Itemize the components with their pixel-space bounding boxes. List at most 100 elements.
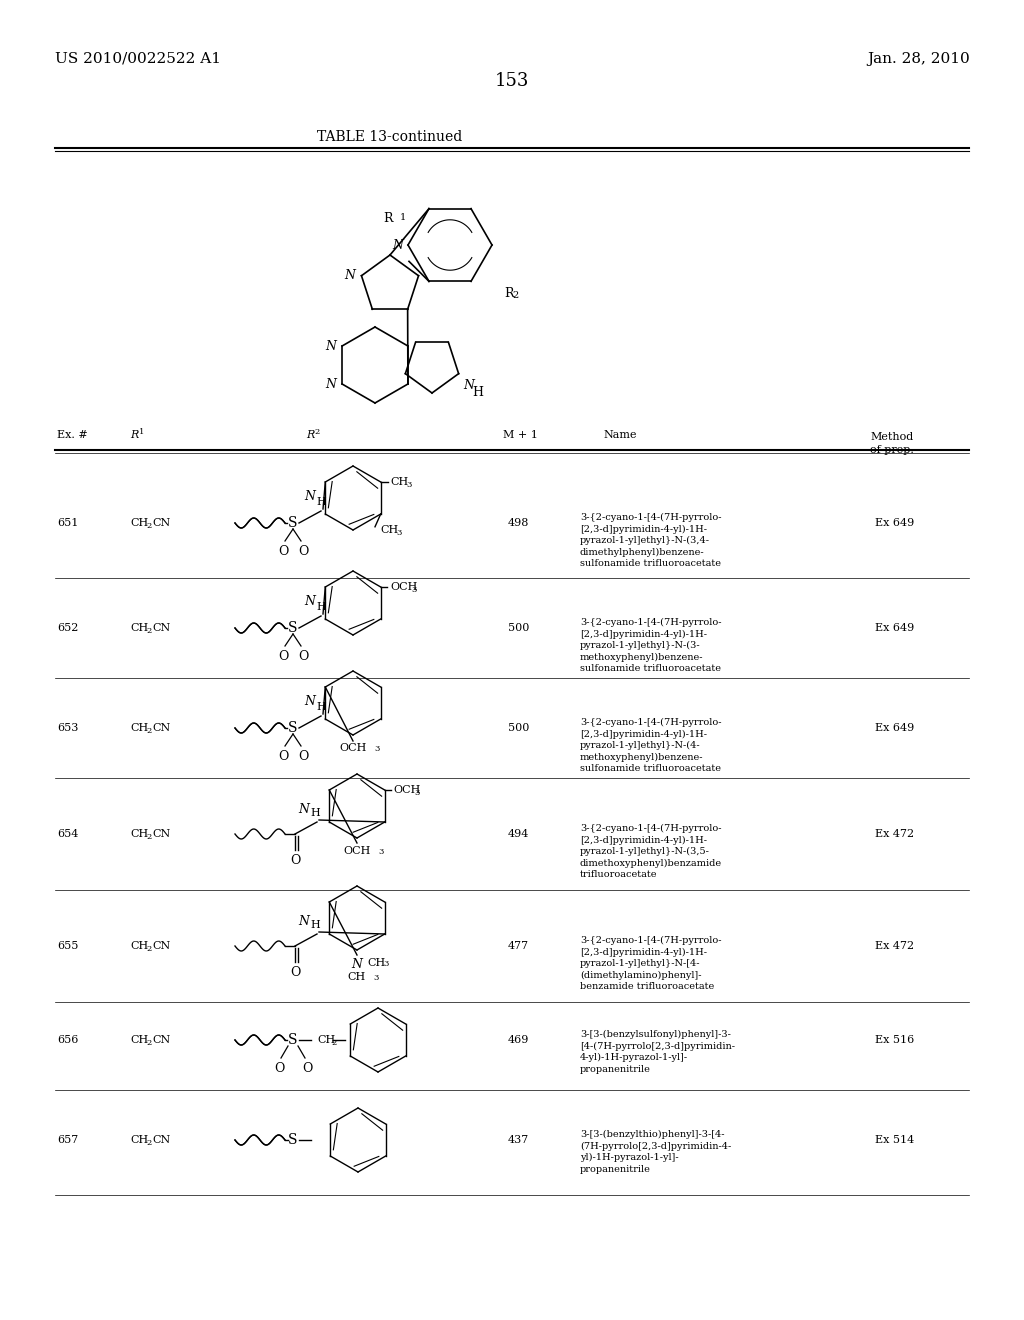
Text: 3-{2-cyano-1-[4-(7H-pyrrolo-
[2,3-d]pyrimidin-4-yl)-1H-
pyrazol-1-yl]ethyl}-N-(3: 3-{2-cyano-1-[4-(7H-pyrrolo- [2,3-d]pyri… — [580, 618, 722, 673]
Text: 153: 153 — [495, 73, 529, 90]
Text: R: R — [306, 430, 314, 440]
Text: 1: 1 — [400, 213, 407, 222]
Text: H: H — [316, 602, 326, 612]
Text: CH: CH — [130, 723, 148, 733]
Text: CH: CH — [130, 829, 148, 840]
Text: CH: CH — [390, 477, 409, 487]
Text: 494: 494 — [508, 829, 529, 840]
Text: 2: 2 — [146, 945, 152, 953]
Text: 477: 477 — [508, 941, 529, 950]
Text: 3: 3 — [411, 586, 417, 594]
Text: O: O — [290, 966, 300, 979]
Text: OCH: OCH — [393, 785, 421, 795]
Text: S: S — [288, 1034, 298, 1047]
Text: N: N — [392, 239, 403, 252]
Text: CN: CN — [152, 1135, 170, 1144]
Text: 2: 2 — [146, 833, 152, 841]
Text: N: N — [325, 378, 336, 391]
Text: N: N — [464, 379, 475, 392]
Text: O: O — [278, 545, 288, 558]
Text: S: S — [288, 620, 298, 635]
Text: 500: 500 — [508, 723, 529, 733]
Text: 3: 3 — [396, 529, 401, 537]
Text: CH: CH — [130, 1135, 148, 1144]
Text: R: R — [504, 286, 514, 300]
Text: 3: 3 — [374, 744, 379, 752]
Text: O: O — [298, 649, 308, 663]
Text: 2: 2 — [146, 727, 152, 735]
Text: 3: 3 — [414, 789, 420, 797]
Text: Name: Name — [603, 430, 637, 440]
Text: 2: 2 — [314, 428, 319, 436]
Text: CN: CN — [152, 517, 170, 528]
Text: CN: CN — [152, 723, 170, 733]
Text: 3-[3-(benzylthio)phenyl]-3-[4-
(7H-pyrrolo[2,3-d]pyrimidin-4-
yl)-1H-pyrazol-1-y: 3-[3-(benzylthio)phenyl]-3-[4- (7H-pyrro… — [580, 1130, 731, 1173]
Text: O: O — [302, 1063, 312, 1074]
Text: 655: 655 — [57, 941, 79, 950]
Text: N: N — [304, 696, 315, 708]
Text: N: N — [298, 915, 309, 928]
Text: CH: CH — [130, 941, 148, 950]
Text: 500: 500 — [508, 623, 529, 634]
Text: 3: 3 — [383, 960, 388, 968]
Text: 469: 469 — [508, 1035, 529, 1045]
Text: CH: CH — [130, 1035, 148, 1045]
Text: CN: CN — [152, 623, 170, 634]
Text: TABLE 13-continued: TABLE 13-continued — [317, 129, 463, 144]
Text: H: H — [310, 808, 319, 818]
Text: 657: 657 — [57, 1135, 78, 1144]
Text: O: O — [278, 750, 288, 763]
Text: Ex 649: Ex 649 — [874, 517, 914, 528]
Text: Ex 649: Ex 649 — [874, 623, 914, 634]
Text: CH: CH — [130, 517, 148, 528]
Text: O: O — [298, 750, 308, 763]
Text: Ex 472: Ex 472 — [874, 941, 914, 950]
Text: US 2010/0022522 A1: US 2010/0022522 A1 — [55, 51, 221, 66]
Text: 3-[3-(benzylsulfonyl)phenyl]-3-
[4-(7H-pyrrolo[2,3-d]pyrimidin-
4-yl)-1H-pyrazol: 3-[3-(benzylsulfonyl)phenyl]-3- [4-(7H-p… — [580, 1030, 735, 1073]
Text: 3: 3 — [378, 847, 383, 855]
Text: 653: 653 — [57, 723, 79, 733]
Text: OCH: OCH — [339, 743, 367, 752]
Text: 3-{2-cyano-1-[4-(7H-pyrrolo-
[2,3-d]pyrimidin-4-yl)-1H-
pyrazol-1-yl]ethyl}-N-[4: 3-{2-cyano-1-[4-(7H-pyrrolo- [2,3-d]pyri… — [580, 936, 722, 991]
Text: 652: 652 — [57, 623, 79, 634]
Text: 3-{2-cyano-1-[4-(7H-pyrrolo-
[2,3-d]pyrimidin-4-yl)-1H-
pyrazol-1-yl]ethyl}-N-(3: 3-{2-cyano-1-[4-(7H-pyrrolo- [2,3-d]pyri… — [580, 513, 722, 569]
Text: CN: CN — [152, 941, 170, 950]
Text: H: H — [316, 498, 326, 507]
Text: 656: 656 — [57, 1035, 79, 1045]
Text: O: O — [273, 1063, 285, 1074]
Text: O: O — [290, 854, 300, 867]
Text: Ex 514: Ex 514 — [874, 1135, 914, 1144]
Text: S: S — [288, 1133, 298, 1147]
Text: N: N — [325, 339, 336, 352]
Text: 3: 3 — [373, 974, 379, 982]
Text: R: R — [384, 213, 393, 226]
Text: O: O — [298, 545, 308, 558]
Text: N: N — [351, 958, 362, 972]
Text: H: H — [473, 385, 483, 399]
Text: Ex. #: Ex. # — [57, 430, 88, 440]
Text: N: N — [304, 490, 315, 503]
Text: CH: CH — [380, 525, 398, 535]
Text: 654: 654 — [57, 829, 79, 840]
Text: 3: 3 — [406, 480, 412, 488]
Text: 498: 498 — [508, 517, 529, 528]
Text: CH: CH — [317, 1035, 335, 1045]
Text: Method
of prep.: Method of prep. — [870, 432, 913, 455]
Text: CN: CN — [152, 829, 170, 840]
Text: Jan. 28, 2010: Jan. 28, 2010 — [867, 51, 970, 66]
Text: Ex 472: Ex 472 — [874, 829, 914, 840]
Text: S: S — [288, 516, 298, 531]
Text: N: N — [344, 269, 355, 282]
Text: 651: 651 — [57, 517, 79, 528]
Text: Ex 516: Ex 516 — [874, 1035, 914, 1045]
Text: 2: 2 — [146, 521, 152, 531]
Text: 2: 2 — [146, 627, 152, 635]
Text: 2: 2 — [512, 290, 518, 300]
Text: H: H — [310, 920, 319, 931]
Text: CH: CH — [130, 623, 148, 634]
Text: 2: 2 — [331, 1039, 336, 1047]
Text: 3-{2-cyano-1-[4-(7H-pyrrolo-
[2,3-d]pyrimidin-4-yl)-1H-
pyrazol-1-yl]ethyl}-N-(4: 3-{2-cyano-1-[4-(7H-pyrrolo- [2,3-d]pyri… — [580, 718, 722, 774]
Text: 3-{2-cyano-1-[4-(7H-pyrrolo-
[2,3-d]pyrimidin-4-yl)-1H-
pyrazol-1-yl]ethyl}-N-(3: 3-{2-cyano-1-[4-(7H-pyrrolo- [2,3-d]pyri… — [580, 824, 722, 879]
Text: 437: 437 — [508, 1135, 529, 1144]
Text: OCH: OCH — [390, 582, 418, 591]
